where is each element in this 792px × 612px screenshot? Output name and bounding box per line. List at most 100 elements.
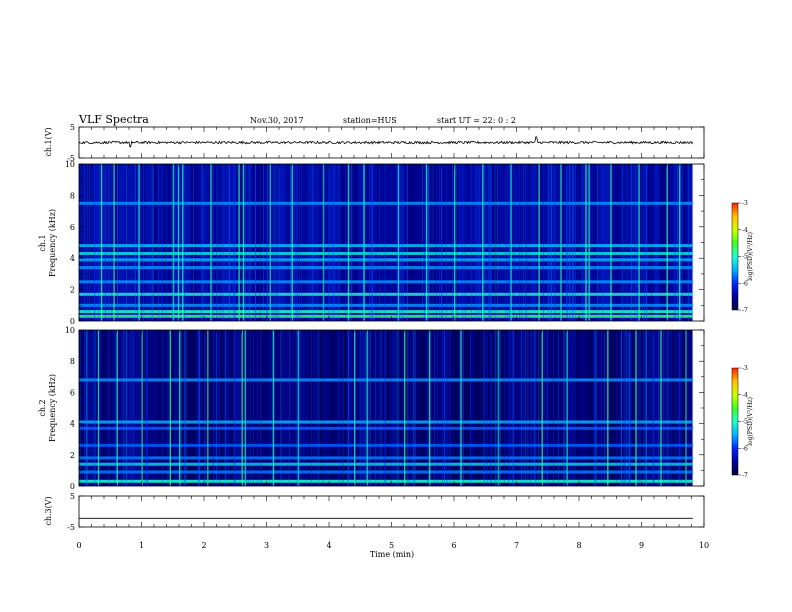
noise-column	[279, 330, 286, 486]
sferic-line-25	[666, 164, 668, 321]
ch1-waveform-trace	[78, 136, 694, 148]
noise-column	[346, 330, 353, 486]
noise-column	[358, 330, 364, 486]
noise-column	[168, 164, 175, 321]
sferic-line-8	[242, 164, 245, 321]
noise-column	[146, 330, 152, 486]
noise-column	[525, 164, 532, 321]
sferic-line-9	[269, 164, 271, 321]
ch1-colorbar: -3 -4 -5 -6 -7 log(PSD)(V²/Hz)	[731, 200, 754, 314]
colorbar-tick-label: -7	[742, 472, 748, 479]
x-axis-label: Time (min)	[370, 550, 414, 559]
colorbar-gradient	[731, 202, 739, 311]
noise-column	[212, 164, 219, 321]
noise-column	[224, 330, 230, 486]
sferic-line-10	[291, 164, 293, 321]
sferic-line-8	[272, 330, 275, 486]
noise-column	[369, 330, 375, 486]
noise-column	[430, 330, 437, 486]
sferic-line-11	[322, 164, 325, 321]
noise-column	[168, 330, 175, 486]
noise-column	[391, 164, 398, 321]
noise-column	[609, 164, 615, 321]
noise-column	[458, 164, 465, 321]
noise-column	[352, 164, 359, 321]
sferic-line-26	[679, 164, 681, 321]
sferic-line-1	[113, 164, 115, 321]
colorbar-tick-label: -7	[742, 307, 748, 314]
noise-column	[436, 164, 442, 321]
noise-column	[296, 164, 303, 321]
colorbar-gradient	[731, 367, 739, 476]
noise-column	[190, 330, 197, 486]
noise-column	[146, 164, 152, 321]
y-tick-label: 2	[70, 451, 75, 460]
y-tick-label: 0	[70, 317, 75, 326]
noise-column	[229, 164, 236, 321]
noise-column	[207, 330, 214, 486]
noise-column	[497, 164, 504, 321]
noise-column	[408, 330, 415, 486]
sferic-line-1	[116, 330, 118, 486]
sferic-line-12	[347, 164, 350, 321]
noise-column	[201, 330, 208, 486]
noise-column	[558, 330, 565, 486]
colorbar-label: log(PSD)(V²/Hz)	[747, 397, 754, 446]
sferic-line-7	[238, 164, 240, 321]
sferic-line-10	[354, 330, 356, 486]
sferic-line-22	[588, 164, 590, 321]
noise-column	[307, 330, 314, 486]
noise-column	[140, 330, 147, 486]
x-tick-label: 8	[576, 541, 581, 550]
noise-column	[240, 330, 247, 486]
y-tick-label: 0	[70, 482, 75, 491]
noise-column	[106, 330, 113, 486]
noise-column	[185, 164, 191, 321]
colorbar-tick-label: -3	[742, 200, 748, 207]
sferic-line-14	[460, 330, 462, 486]
noise-column	[681, 330, 688, 486]
noise-column	[503, 164, 509, 321]
colorbar-label: log(PSD)(V²/Hz)	[747, 232, 754, 281]
y-tick-label: 4	[70, 254, 75, 263]
noise-column	[330, 330, 336, 486]
noise-column	[570, 330, 576, 486]
noise-column	[397, 164, 403, 321]
y-tick-label: 2	[70, 286, 75, 295]
ch1-spectrogram-panel	[79, 164, 694, 321]
noise-column	[542, 330, 548, 486]
noise-column	[424, 330, 431, 486]
sferic-line-5	[182, 164, 184, 321]
ch2-spectrogram-ylabel: ch.2 Frequency (kHz)	[38, 374, 57, 442]
noise-column	[291, 164, 297, 321]
ch1-waveform-ylabel: ch.1(V)	[44, 127, 53, 156]
sferic-line-0	[97, 330, 100, 486]
noise-column	[536, 330, 543, 486]
start-time-label: start UT = 22: 0 : 2	[437, 116, 516, 125]
emission-band-2	[79, 303, 693, 307]
ch1-spectrogram-ylabel: ch.1 Frequency (kHz)	[38, 209, 57, 277]
noise-column	[84, 164, 91, 321]
sferic-line-3	[169, 330, 171, 486]
x-tick-label: 6	[451, 541, 456, 550]
noise-column	[659, 330, 666, 486]
noise-column	[324, 164, 331, 321]
colorbar-tick-label: -4	[742, 227, 748, 234]
noise-column	[179, 330, 186, 486]
noise-column	[324, 330, 331, 486]
noise-column	[670, 330, 677, 486]
figure-title: VLF Spectra	[78, 113, 149, 126]
noise-column	[670, 164, 677, 321]
noise-column	[173, 164, 180, 321]
noise-column	[268, 164, 275, 321]
noise-column	[525, 330, 532, 486]
ch1-waveform-panel	[78, 136, 694, 148]
sferic-line-16	[541, 330, 543, 486]
noise-column	[681, 164, 688, 321]
x-tick-label: 5	[389, 541, 394, 550]
noise-column	[581, 330, 588, 486]
noise-column	[341, 164, 348, 321]
sferic-line-13	[363, 164, 365, 321]
noise-column	[274, 330, 281, 486]
